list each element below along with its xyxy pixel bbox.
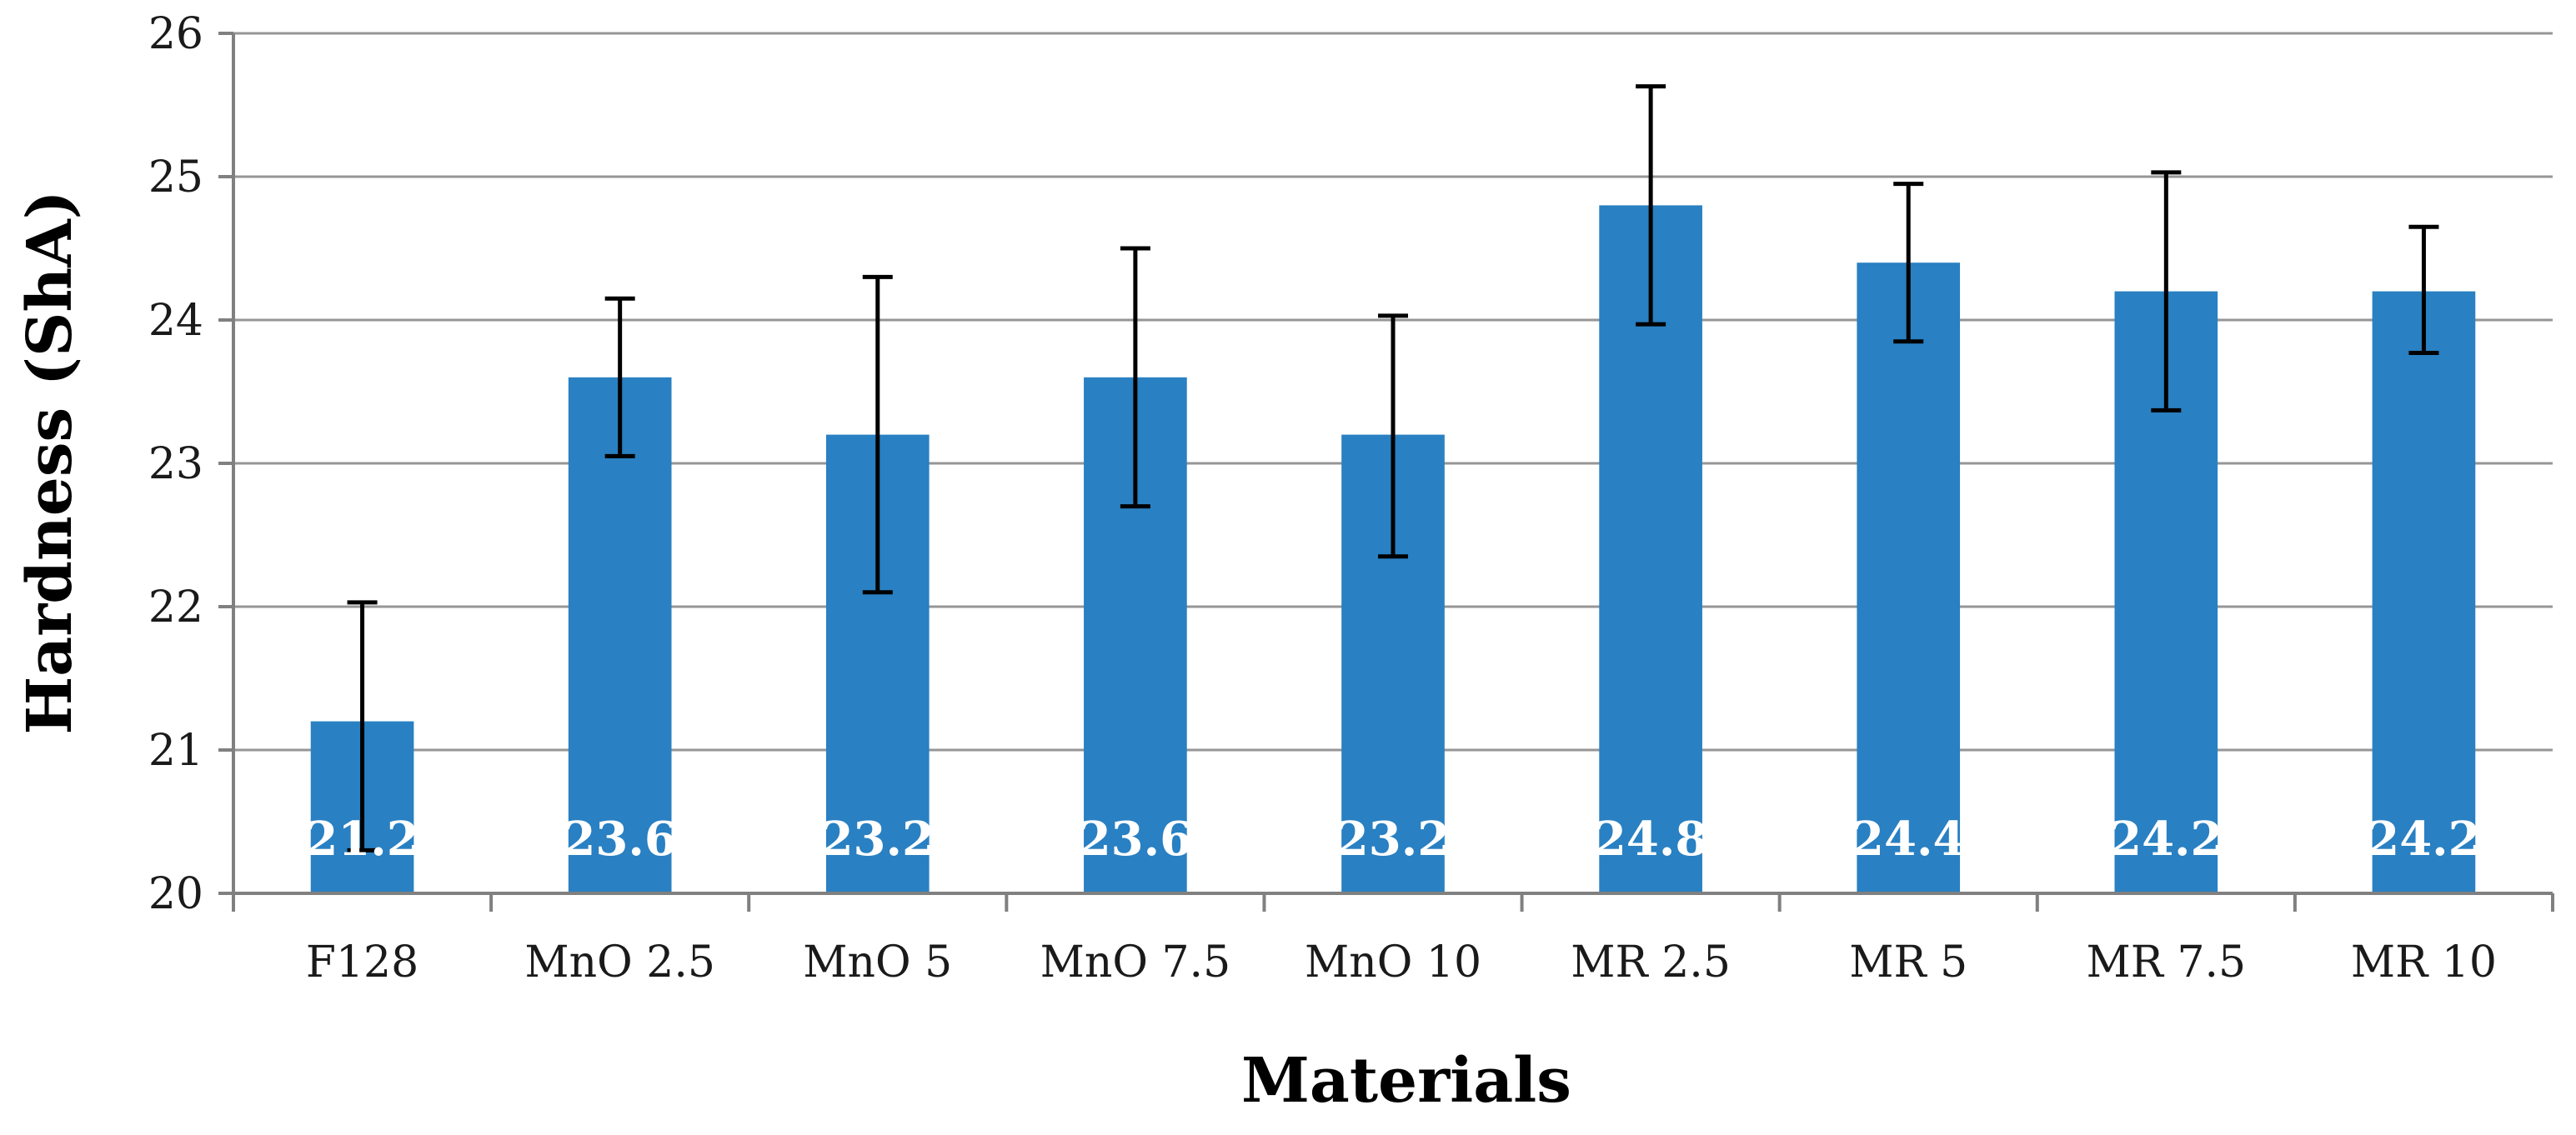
y-tick-label: 23 — [148, 439, 203, 489]
x-tick-label-3: MnO 7.5 — [1040, 938, 1231, 988]
bar-6 — [1857, 262, 1961, 893]
y-axis-title: Hardness (ShA) — [14, 190, 86, 734]
data-label-4: 23.2 — [1336, 812, 1450, 867]
x-tick-label-1: MnO 2.5 — [524, 938, 715, 988]
bar-8 — [2372, 291, 2476, 894]
x-tick-label-6: MR 5 — [1849, 938, 1967, 988]
data-label-2: 23.2 — [821, 812, 935, 867]
y-tick-label: 24 — [148, 296, 203, 346]
x-tick-label-0: F128 — [306, 938, 418, 988]
x-axis-title: Materials — [1241, 1045, 1571, 1117]
axes — [218, 32, 2554, 912]
bar-1 — [568, 377, 672, 893]
y-tick-label: 25 — [148, 152, 203, 202]
x-tick-label-4: MnO 10 — [1305, 938, 1481, 988]
y-tick-label: 20 — [148, 869, 203, 919]
data-label-8: 24.2 — [2367, 812, 2480, 867]
data-label-6: 24.4 — [1852, 812, 1965, 867]
labels: 20 21 22 23 24 25 26 21.2 F128 23.6 MnO 2.5 23.2 MnO… — [148, 9, 2497, 988]
x-tick-label-2: MnO 5 — [803, 938, 952, 988]
error-bars — [347, 84, 2439, 852]
data-label-0: 21.2 — [305, 812, 418, 867]
y-tick-label: 21 — [148, 726, 203, 776]
data-label-3: 23.6 — [1079, 812, 1192, 867]
y-tick-label: 22 — [148, 582, 203, 632]
data-label-1: 23.6 — [563, 812, 676, 867]
x-tick-label-5: MR 2.5 — [1571, 938, 1731, 988]
x-tick-label-7: MR 7.5 — [2087, 938, 2247, 988]
x-tick-label-8: MR 10 — [2351, 938, 2497, 988]
bars — [310, 205, 2476, 894]
data-label-7: 24.2 — [2109, 812, 2223, 867]
y-tick-label: 26 — [148, 9, 203, 59]
data-label-5: 24.8 — [1594, 812, 1707, 867]
